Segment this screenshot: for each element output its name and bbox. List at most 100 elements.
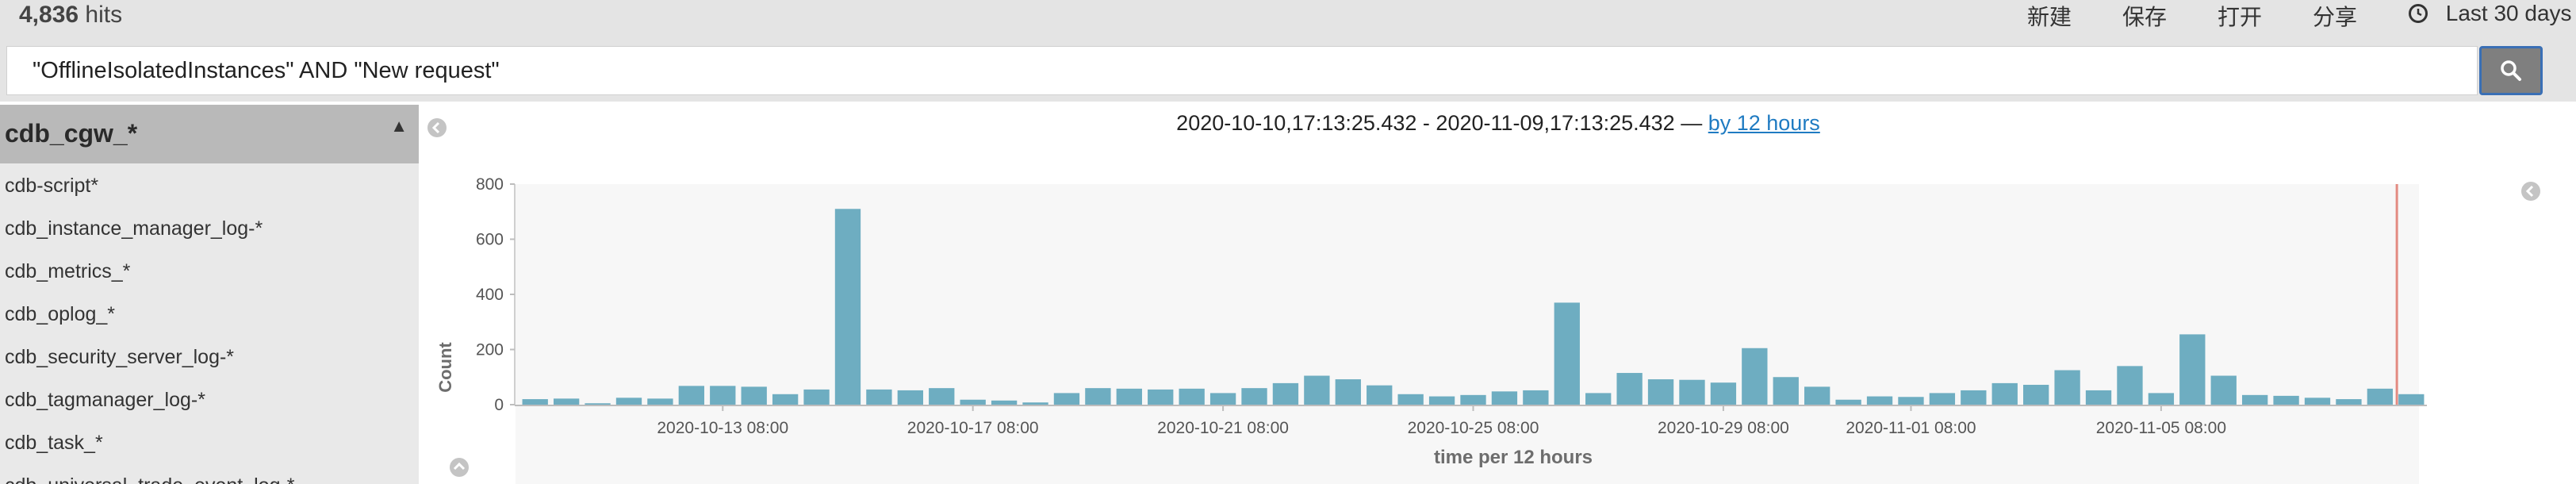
histogram-time-range: 2020-10-10,17:13:25.432 - 2020-11-09,17:… bbox=[420, 111, 2576, 136]
histogram-bar[interactable] bbox=[1491, 391, 1518, 405]
histogram-bar[interactable] bbox=[2023, 384, 2049, 405]
histogram-bar[interactable] bbox=[2148, 393, 2175, 405]
histogram-bar[interactable] bbox=[1961, 390, 1987, 405]
index-pattern-selector[interactable]: cdb_cgw_* ▲ bbox=[0, 105, 419, 163]
x-tick-label: 2020-11-01 08:00 bbox=[1846, 419, 1976, 437]
y-tick-label: 200 bbox=[476, 341, 504, 359]
histogram-bar[interactable] bbox=[2117, 366, 2143, 405]
histogram-bar[interactable] bbox=[2367, 388, 2394, 405]
histogram-bar[interactable] bbox=[1616, 373, 1643, 405]
top-bar: 4,836 hits 新建 保存 打开 分享 Last 30 days "Off… bbox=[0, 0, 2576, 102]
histogram-bar[interactable] bbox=[1397, 394, 1424, 405]
save-button[interactable]: 保存 bbox=[2122, 5, 2168, 29]
hits-histogram-chart[interactable]: 0 200 400 600 800 2020-10-13 08:00 2020-10-17… bbox=[420, 102, 2576, 484]
histogram-bar[interactable] bbox=[1304, 375, 1330, 405]
histogram-bar[interactable] bbox=[991, 400, 1018, 405]
new-button[interactable]: 新建 bbox=[2027, 5, 2072, 29]
sidebar-item-cdb-security-server-log[interactable]: cdb_security_server_log-* bbox=[5, 346, 235, 368]
histogram-bar[interactable] bbox=[1367, 385, 1393, 405]
histogram-bar[interactable] bbox=[615, 398, 642, 405]
histogram-bar[interactable] bbox=[2241, 394, 2268, 405]
chevron-left-circle-icon[interactable] bbox=[427, 117, 447, 138]
chevron-up-circle-icon[interactable] bbox=[449, 457, 470, 478]
index-pattern-sidebar: cdb_cgw_* ▲ cdb-script* cdb_instance_man… bbox=[0, 105, 419, 484]
hits-counter: 4,836 hits bbox=[19, 2, 122, 29]
search-button[interactable] bbox=[2479, 46, 2543, 95]
histogram-bar[interactable] bbox=[1179, 388, 1205, 405]
y-tick-label: 400 bbox=[476, 286, 504, 304]
share-button[interactable]: 分享 bbox=[2313, 5, 2358, 29]
histogram-bar[interactable] bbox=[553, 398, 580, 405]
histogram-bar[interactable] bbox=[522, 399, 548, 405]
histogram-bar[interactable] bbox=[1554, 302, 1580, 405]
histogram-bar[interactable] bbox=[678, 386, 705, 405]
histogram-bar[interactable] bbox=[2210, 375, 2237, 405]
selected-index-pattern: cdb_cgw_* bbox=[5, 119, 138, 148]
open-button[interactable]: 打开 bbox=[2218, 5, 2263, 29]
histogram-bar[interactable] bbox=[897, 390, 923, 405]
histogram-bar[interactable] bbox=[1585, 393, 1612, 405]
histogram-bar[interactable] bbox=[1929, 393, 1956, 405]
sidebar-item-cdb-task[interactable]: cdb_task_* bbox=[5, 432, 103, 454]
histogram-bar[interactable] bbox=[1742, 348, 1768, 405]
histogram-bar[interactable] bbox=[1835, 399, 1861, 405]
histogram-bar[interactable] bbox=[1866, 396, 1893, 405]
histogram-bar[interactable] bbox=[1335, 379, 1361, 405]
histogram-bar[interactable] bbox=[1898, 397, 1924, 405]
histogram-bar[interactable] bbox=[2054, 370, 2080, 405]
histogram-bar[interactable] bbox=[1241, 388, 1267, 405]
histogram-bar[interactable] bbox=[2273, 395, 2299, 405]
histogram-bar[interactable] bbox=[1773, 377, 1799, 405]
histogram-bar[interactable] bbox=[929, 388, 955, 405]
histogram-bar[interactable] bbox=[2179, 334, 2206, 405]
histogram-bar[interactable] bbox=[1991, 382, 2018, 405]
sidebar-item-cdb-tagmanager-log[interactable]: cdb_tagmanager_log-* bbox=[5, 389, 205, 411]
histogram-bar[interactable] bbox=[1647, 379, 1674, 405]
interval-link[interactable]: by 12 hours bbox=[1708, 111, 1820, 135]
histogram-bar[interactable] bbox=[1460, 394, 1486, 405]
histogram-bar[interactable] bbox=[741, 386, 767, 405]
histogram-bar[interactable] bbox=[1209, 393, 1236, 405]
histogram-bar[interactable] bbox=[772, 394, 799, 405]
chevron-left-circle-icon[interactable] bbox=[2520, 181, 2541, 202]
x-axis: 2020-10-13 08:00 2020-10-17 08:00 2020-10-… bbox=[515, 405, 2427, 437]
histogram-bar[interactable] bbox=[1148, 389, 1174, 405]
x-tick-label: 2020-10-25 08:00 bbox=[1408, 419, 1539, 437]
histogram-bar[interactable] bbox=[1710, 382, 1737, 405]
histogram-bar[interactable] bbox=[2085, 390, 2112, 405]
y-tick-label: 800 bbox=[476, 175, 504, 194]
histogram-bar[interactable] bbox=[1428, 396, 1455, 405]
x-tick-label: 2020-10-13 08:00 bbox=[657, 419, 788, 437]
histogram-bar[interactable] bbox=[1022, 402, 1048, 405]
histogram-panel: 2020-10-10,17:13:25.432 - 2020-11-09,17:… bbox=[420, 102, 2576, 484]
histogram-bar[interactable] bbox=[834, 209, 861, 405]
search-input[interactable]: "OfflineIsolatedInstances" AND "New requ… bbox=[6, 46, 2478, 95]
histogram-bar[interactable] bbox=[1053, 393, 1080, 405]
time-picker-button[interactable]: Last 30 days bbox=[2408, 0, 2572, 26]
histogram-bar[interactable] bbox=[1523, 390, 1549, 405]
histogram-bar[interactable] bbox=[2398, 394, 2425, 405]
histogram-bar[interactable] bbox=[960, 399, 986, 405]
histogram-bar[interactable] bbox=[803, 389, 830, 405]
histogram-bar[interactable] bbox=[710, 386, 736, 405]
histogram-bar[interactable] bbox=[1804, 386, 1830, 405]
histogram-bar[interactable] bbox=[1679, 379, 1705, 405]
sidebar-item-cdb-script[interactable]: cdb-script* bbox=[5, 175, 99, 197]
caret-up-icon[interactable]: ▲ bbox=[390, 116, 408, 136]
sidebar-item-cdb-instance-manager-log[interactable]: cdb_instance_manager_log-* bbox=[5, 217, 263, 240]
histogram-bar[interactable] bbox=[866, 389, 892, 405]
x-tick-label: 2020-10-21 08:00 bbox=[1157, 419, 1289, 437]
histogram-bar[interactable] bbox=[1085, 388, 1111, 405]
x-axis-label: time per 12 hours bbox=[1434, 447, 1593, 468]
sidebar-item-cdb-oplog[interactable]: cdb_oplog_* bbox=[5, 303, 116, 325]
sidebar-item-cdb-universal-trade-event-log[interactable]: cdb_universal_trade_event_log-* bbox=[5, 474, 295, 484]
histogram-bar[interactable] bbox=[2336, 399, 2362, 405]
histogram-bar[interactable] bbox=[2304, 398, 2331, 405]
histogram-bar[interactable] bbox=[585, 403, 611, 405]
histogram-bar[interactable] bbox=[1116, 388, 1142, 405]
histogram-bar[interactable] bbox=[1272, 382, 1299, 405]
hits-label: hits bbox=[85, 2, 123, 28]
histogram-bar[interactable] bbox=[647, 398, 673, 405]
time-range-text: 2020-10-10,17:13:25.432 - 2020-11-09,17:… bbox=[1176, 111, 1703, 135]
sidebar-item-cdb-metrics[interactable]: cdb_metrics_* bbox=[5, 260, 131, 282]
